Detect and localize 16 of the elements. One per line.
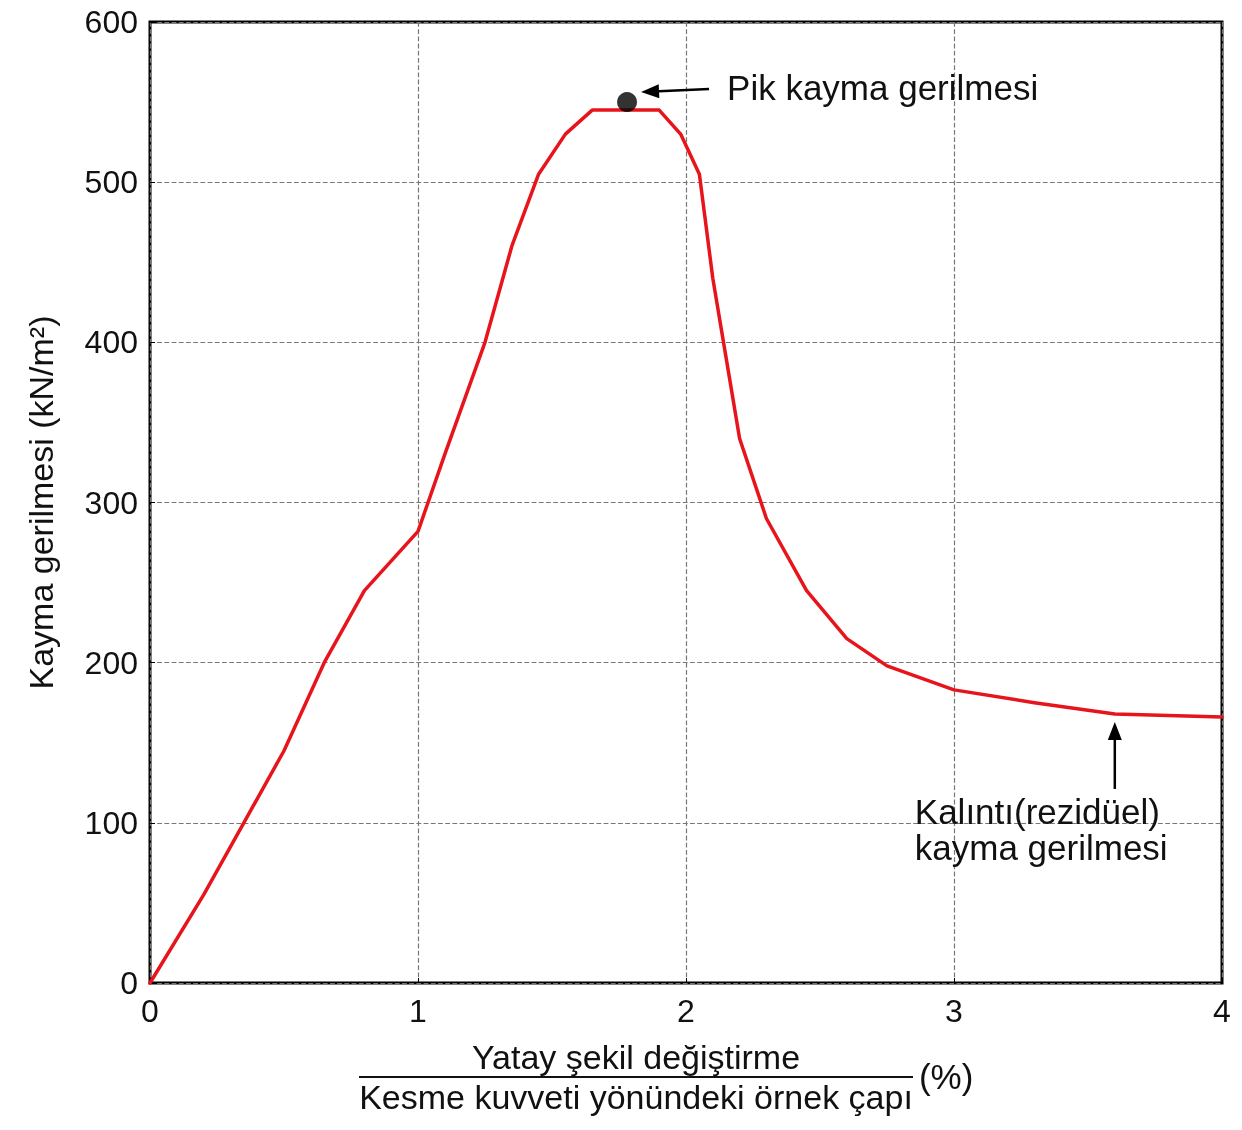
y-tick-label: 100 (84, 804, 138, 841)
x-tick-label: 2 (677, 993, 695, 1029)
y-tick-label: 400 (84, 324, 138, 361)
y-tick-label: 300 (84, 484, 138, 521)
y-tick-label: 200 (84, 644, 138, 681)
text: (%) (918, 1057, 974, 1096)
annotation: Kalıntı(rezidüel) kayma gerilmesi (914, 791, 1168, 867)
y-tick-label: 0 (120, 965, 138, 1001)
y-tick-label: 500 (84, 164, 138, 201)
y-tick-label: 600 (84, 4, 138, 40)
x-tick-label: 4 (1213, 993, 1231, 1029)
annotation: Pik kayma gerilmesi (727, 68, 1039, 108)
x-tick-label: 3 (945, 993, 963, 1029)
x-axis-title: Yatay şekil değiştirme Kesme kuvveti yönündeki örnek çapı (359, 1038, 913, 1116)
y-axis-title: Kayma gerilmesi (kN/m²) (22, 315, 60, 690)
x-tick-label: 1 (409, 993, 427, 1029)
